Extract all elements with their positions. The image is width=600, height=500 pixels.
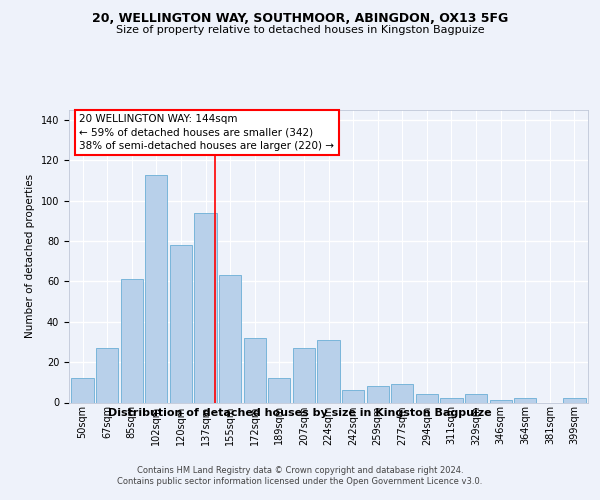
Text: Contains public sector information licensed under the Open Government Licence v3: Contains public sector information licen… <box>118 477 482 486</box>
Text: Contains HM Land Registry data © Crown copyright and database right 2024.: Contains HM Land Registry data © Crown c… <box>137 466 463 475</box>
Bar <box>293 348 315 403</box>
Bar <box>440 398 463 402</box>
Bar <box>416 394 438 402</box>
Bar <box>145 174 167 402</box>
Y-axis label: Number of detached properties: Number of detached properties <box>25 174 35 338</box>
Bar <box>71 378 94 402</box>
Text: 20 WELLINGTON WAY: 144sqm
← 59% of detached houses are smaller (342)
38% of semi: 20 WELLINGTON WAY: 144sqm ← 59% of detac… <box>79 114 334 151</box>
Bar <box>490 400 512 402</box>
Bar <box>514 398 536 402</box>
Bar <box>465 394 487 402</box>
Bar <box>268 378 290 402</box>
Bar <box>244 338 266 402</box>
Text: Distribution of detached houses by size in Kingston Bagpuize: Distribution of detached houses by size … <box>108 408 492 418</box>
Bar <box>317 340 340 402</box>
Bar <box>367 386 389 402</box>
Bar <box>121 280 143 402</box>
Bar <box>342 390 364 402</box>
Bar <box>563 398 586 402</box>
Bar <box>219 276 241 402</box>
Bar <box>170 245 192 402</box>
Text: 20, WELLINGTON WAY, SOUTHMOOR, ABINGDON, OX13 5FG: 20, WELLINGTON WAY, SOUTHMOOR, ABINGDON,… <box>92 12 508 26</box>
Bar <box>391 384 413 402</box>
Bar <box>194 213 217 402</box>
Bar <box>96 348 118 403</box>
Text: Size of property relative to detached houses in Kingston Bagpuize: Size of property relative to detached ho… <box>116 25 484 35</box>
